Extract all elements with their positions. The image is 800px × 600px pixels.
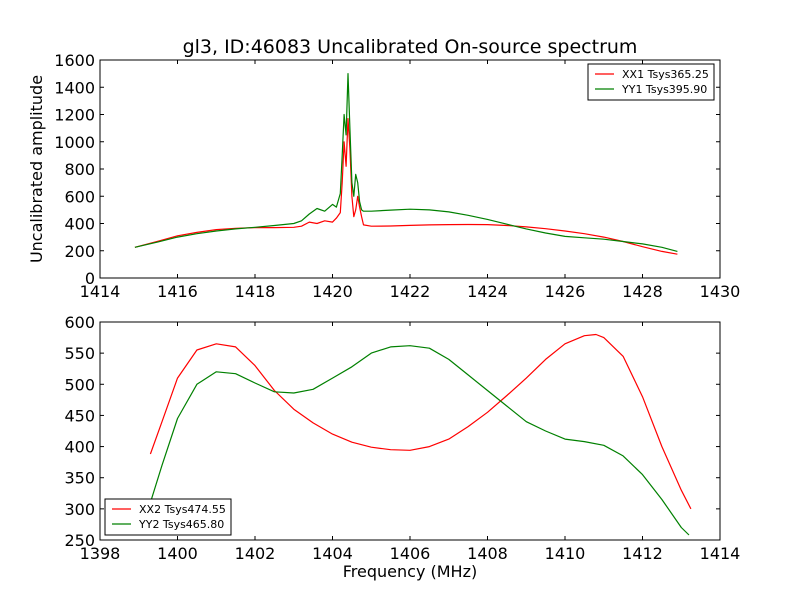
top-legend-box [587,63,715,101]
top-x-tick-label: 1422 [390,282,431,301]
top-x-tick-label: 1418 [235,282,276,301]
top-legend: XX1 Tsys365.25 YY1 Tsys395.90 [587,63,715,101]
bottom-legend-label-1: XX2 Tsys474.55 [139,503,226,516]
top-y-tick-label: 1200 [54,106,95,125]
top-y-tick-label: 0 [85,269,95,288]
bottom-legend-label-2: YY2 Tsys465.80 [138,518,224,531]
top-x-tick-label: 1430 [700,282,741,301]
bottom-x-tick-label: 1410 [545,544,586,563]
bottom-x-axis-label: Frequency (MHz) [343,562,477,581]
bottom-y-tick-label: 450 [64,406,95,425]
bottom-x-tick-label: 1400 [157,544,198,563]
top-y-tick-label: 1600 [54,51,95,70]
bottom-x-tick-label: 1406 [390,544,431,563]
top-y-tick-label: 400 [64,215,95,234]
bottom-y-tick-label: 550 [64,344,95,363]
bottom-x-tick-label: 1414 [700,544,741,563]
bottom-y-tick-label: 600 [64,313,95,332]
top-x-tick-label: 1428 [622,282,663,301]
bottom-spectrum-chart: 1398 1400 1402 1404 1406 1408 1410 1412 1414 250 3… [64,313,740,581]
bottom-x-tick-label: 1412 [622,544,663,563]
top-x-tick-label: 1414 [80,282,121,301]
top-y-tick-label: 1000 [54,133,95,152]
bottom-y-tick-label: 300 [64,500,95,519]
bottom-series-line-1 [149,333,692,510]
top-legend-label-1: XX1 Tsys365.25 [622,68,709,81]
top-x-tick-label: 1420 [312,282,353,301]
bottom-y-tick-label: 250 [64,531,95,550]
bottom-series-line-2 [149,345,690,536]
bottom-x-tick-label: 1404 [312,544,353,563]
top-y-axis-label: Uncalibrated amplitude [27,75,46,263]
bottom-x-tick-label: 1408 [467,544,508,563]
top-spectrum-chart: 1414 1416 1418 1420 1422 1424 1426 1428 1430 0 200… [27,36,740,301]
top-y-tick-label: 1400 [54,78,95,97]
bottom-x-tick-label: 1398 [80,544,121,563]
bottom-y-tick-label: 350 [64,469,95,488]
bottom-y-tick-label: 400 [64,438,95,457]
top-chart-title: gl3, ID:46083 Uncalibrated On-source spe… [183,36,638,58]
top-series-line-1 [134,117,678,255]
top-y-tick-label: 800 [64,160,95,179]
bottom-legend: XX2 Tsys474.55 YY2 Tsys465.80 [104,498,232,536]
bottom-y-tick-label: 500 [64,375,95,394]
top-y-tick-label: 200 [64,242,95,261]
top-y-tick-label: 600 [64,187,95,206]
bottom-legend-box [104,498,232,536]
top-x-tick-label: 1416 [157,282,198,301]
top-x-tick-label: 1424 [467,282,508,301]
top-series-line-2 [134,72,678,252]
bottom-x-tick-label: 1402 [235,544,276,563]
top-x-tick-label: 1426 [545,282,586,301]
top-legend-label-2: YY1 Tsys395.90 [621,83,707,96]
